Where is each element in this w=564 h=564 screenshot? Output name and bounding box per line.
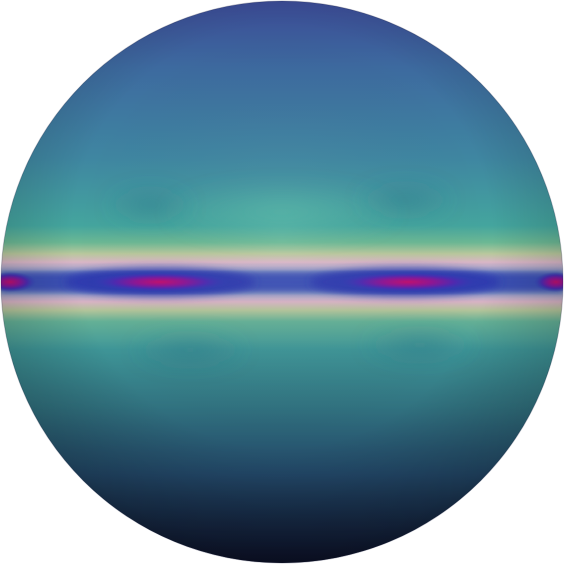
- sphere-shading: [1, 1, 563, 563]
- sphere-render: [0, 0, 564, 564]
- render-viewport: [0, 0, 564, 564]
- sphere-icon: [0, 0, 564, 564]
